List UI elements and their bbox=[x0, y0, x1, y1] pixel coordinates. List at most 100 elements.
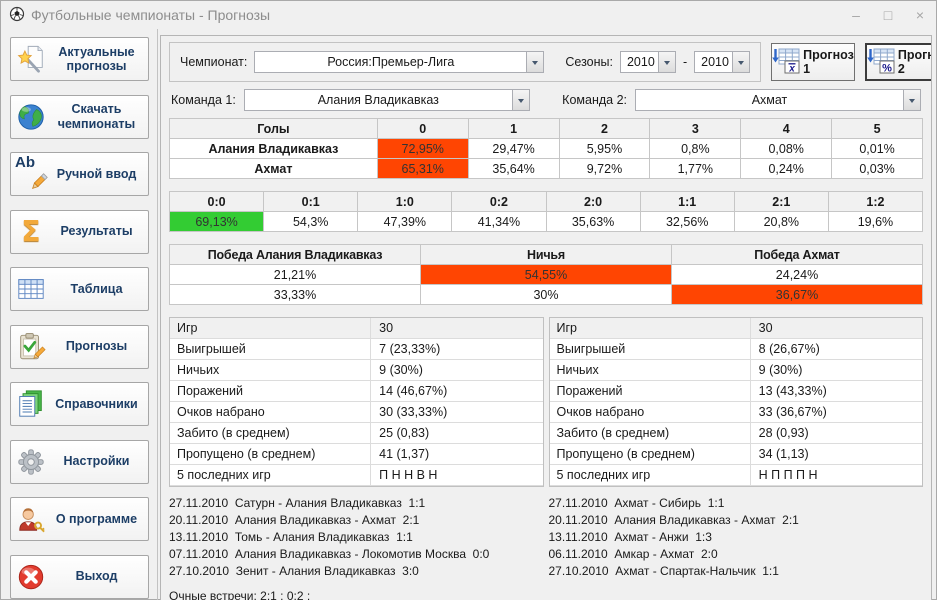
stat-row: Забито (в среднем) 28 (0,93) bbox=[549, 423, 922, 444]
chevron-down-icon[interactable] bbox=[526, 52, 544, 72]
sidebar-item-label: О программе bbox=[55, 511, 138, 526]
sigma-icon: Σ bbox=[21, 215, 41, 248]
match-line: 27.10.2010 Ахмат - Спартак-Нальчик 1:1 bbox=[548, 564, 779, 578]
sidebar-item-label: Справочники bbox=[55, 396, 138, 411]
table-header-row: Голы 0 1 2 3 4 5 bbox=[169, 118, 923, 139]
sidebar-item-label: Актуальные прогнозы bbox=[58, 44, 135, 73]
table-header-row: Победа Алания Владикавказ Ничья Победа А… bbox=[169, 244, 923, 265]
close-button[interactable]: × bbox=[915, 7, 925, 23]
forecast1-table-mean-icon: x bbox=[772, 48, 800, 77]
goals-table: Голы 0 1 2 3 4 5 Алания Владикавказ 72,9… bbox=[169, 118, 923, 179]
stat-row: Поражений 13 (43,33%) bbox=[549, 381, 922, 402]
chevron-down-icon[interactable] bbox=[511, 90, 529, 110]
stat-row: Очков набрано 30 (33,33%) bbox=[170, 402, 543, 423]
championship-label: Чемпионат: bbox=[180, 55, 248, 69]
gear-icon bbox=[15, 447, 47, 477]
stat-row: Ничьих 9 (30%) bbox=[170, 360, 543, 381]
table-row: 33,33% 30% 36,67% bbox=[169, 284, 923, 305]
sidebar-item-references[interactable]: Справочники bbox=[10, 382, 149, 426]
forecast1-button[interactable]: x Прогноз 1 bbox=[771, 43, 855, 81]
forecast2-button[interactable]: % Прогноз 2 bbox=[864, 43, 931, 81]
match-line: 20.11.2010 Алания Владикавказ - Ахмат 2:… bbox=[169, 513, 420, 527]
championship-select[interactable]: Россия:Премьер-Лига bbox=[254, 51, 545, 73]
sidebar-item-table[interactable]: Таблица bbox=[10, 267, 149, 311]
stat-row: Выигрышей 8 (26,67%) bbox=[549, 339, 922, 360]
season-separator: - bbox=[682, 55, 688, 69]
sidebar-item-about[interactable]: О программе bbox=[10, 497, 149, 541]
sidebar-item-label: Ручной ввод bbox=[56, 166, 137, 181]
seasons-label: Сезоны: bbox=[565, 55, 613, 69]
match-line: 27.11.2010 Сатурн - Алания Владикавказ 1… bbox=[169, 496, 426, 510]
season-to-select[interactable]: 2010 bbox=[694, 51, 751, 73]
chevron-down-icon[interactable] bbox=[657, 52, 675, 72]
svg-text:%: % bbox=[882, 62, 892, 74]
footer: Очные встречи: 2:1 ; 0:2 ; И... 1: 0:1 .… bbox=[169, 589, 923, 600]
team2-name-cell: Ахмат bbox=[169, 158, 378, 179]
team2-label: Команда 2: bbox=[562, 93, 627, 107]
team2-recent-matches: 27.11.2010 Ахмат - Сибирь 1:1 20.11.2010… bbox=[549, 495, 924, 580]
sidebar-item-settings[interactable]: Настройки bbox=[10, 439, 149, 484]
stat-row: 5 последних игр П Н Н В Н bbox=[170, 465, 543, 486]
maximize-button[interactable]: □ bbox=[883, 7, 893, 23]
sidebar-item-label: Выход bbox=[75, 569, 118, 584]
match-line: 06.11.2010 Амкар - Ахмат 2:0 bbox=[548, 547, 718, 561]
stat-row: Пропущено (в среднем) 34 (1,13) bbox=[549, 444, 922, 465]
chevron-down-icon[interactable] bbox=[732, 52, 750, 72]
person-key-icon bbox=[15, 504, 47, 534]
scores-table: 0:0 0:1 1:0 0:2 2:0 1:1 2:1 1:2 69,13% 5… bbox=[168, 191, 924, 232]
stat-row: Ничьих 9 (30%) bbox=[549, 360, 922, 381]
forecast1-label: Прогноз 1 bbox=[803, 48, 854, 76]
team1-select[interactable]: Алания Владикавказ bbox=[243, 89, 530, 111]
team1-value: Алания Владикавказ bbox=[317, 93, 439, 107]
season-from-value: 2010 bbox=[626, 55, 655, 69]
svg-text:x: x bbox=[788, 63, 795, 74]
table-header-row: 0:0 0:1 1:0 0:2 2:0 1:1 2:1 1:2 bbox=[168, 191, 924, 212]
team2-value: Ахмат bbox=[751, 93, 788, 107]
season-to-value: 2010 bbox=[701, 55, 729, 69]
team1-stats-panel: Игр 30 Выигрышей 7 (23,33%) Ничьих 9 (30… bbox=[169, 317, 544, 487]
sidebar-item-label: Настройки bbox=[63, 454, 130, 469]
chevron-down-icon[interactable] bbox=[903, 90, 920, 110]
ab-pencil-icon: Ab bbox=[15, 154, 48, 190]
stat-row: Забито (в среднем) 25 (0,83) bbox=[170, 423, 543, 444]
stat-row: Поражений 14 (46,67%) bbox=[170, 381, 543, 402]
main-panel: Чемпионат: Россия:Премьер-Лига Сезоны: 2… bbox=[160, 35, 932, 600]
sidebar-item-manual-input[interactable]: Ab Ручной ввод bbox=[10, 152, 149, 196]
title-bar: Футбольные чемпионаты - Прогнозы – □ × bbox=[1, 1, 936, 29]
globe-icon bbox=[15, 102, 47, 132]
stacked-documents-icon bbox=[15, 389, 47, 419]
team1-name-cell: Алания Владикавказ bbox=[169, 138, 378, 159]
stat-row: Игр 30 bbox=[170, 318, 543, 339]
match-line: 07.11.2010 Алания Владикавказ - Локомоти… bbox=[169, 547, 490, 561]
team2-stats-panel: Игр 30 Выигрышей 8 (26,67%) Ничьих 9 (30… bbox=[548, 317, 923, 487]
exit-cross-icon bbox=[15, 562, 47, 592]
team2-select[interactable]: Ахмат bbox=[635, 89, 921, 111]
sidebar-item-label: Результаты bbox=[60, 224, 133, 239]
stat-row: 5 последних игр Н П П П Н bbox=[549, 465, 922, 486]
goals-header: Голы bbox=[169, 118, 378, 139]
sidebar-item-results[interactable]: Σ Результаты bbox=[10, 209, 149, 254]
sidebar-item-label: Скачать чемпионаты bbox=[57, 102, 136, 131]
match-line: 13.11.2010 Томь - Алания Владикавказ 1:1 bbox=[169, 530, 413, 544]
page-star-wand-icon bbox=[15, 44, 47, 74]
window-title: Футбольные чемпионаты - Прогнозы bbox=[31, 7, 271, 23]
forecast2-table-percent-icon: % bbox=[867, 48, 895, 77]
match-line: 13.11.2010 Ахмат - Анжи 1:3 bbox=[548, 530, 712, 544]
table-grid-icon bbox=[15, 274, 47, 304]
minimize-button[interactable]: – bbox=[852, 7, 860, 23]
sidebar-item-label: Таблица bbox=[70, 281, 123, 296]
match-line: 27.10.2010 Зенит - Алания Владикавказ 3:… bbox=[169, 564, 419, 578]
sidebar-item-download-championships[interactable]: Скачать чемпионаты bbox=[10, 94, 149, 139]
table-row: Алания Владикавказ 72,95% 29,47% 5,95% 0… bbox=[169, 138, 923, 159]
season-from-select[interactable]: 2010 bbox=[619, 51, 676, 73]
head-to-head-line: Очные встречи: 2:1 ; 0:2 ; bbox=[169, 589, 311, 600]
sidebar-item-forecasts[interactable]: Прогнозы bbox=[10, 324, 149, 369]
table-row: 21,21% 54,55% 24,24% bbox=[169, 264, 923, 285]
team1-recent-matches: 27.11.2010 Сатурн - Алания Владикавказ 1… bbox=[169, 495, 544, 580]
sidebar: Актуальные прогнозы Скачать чемпионаты A… bbox=[1, 29, 158, 600]
sidebar-item-actual-forecasts[interactable]: Актуальные прогнозы bbox=[10, 37, 149, 81]
table-row: 69,13% 54,3% 47,39% 41,34% 35,63% 32,56%… bbox=[168, 211, 924, 232]
sidebar-item-exit[interactable]: Выход bbox=[10, 554, 149, 599]
stat-row: Выигрышей 7 (23,33%) bbox=[170, 339, 543, 360]
forecast2-label: Прогноз 2 bbox=[897, 48, 931, 76]
